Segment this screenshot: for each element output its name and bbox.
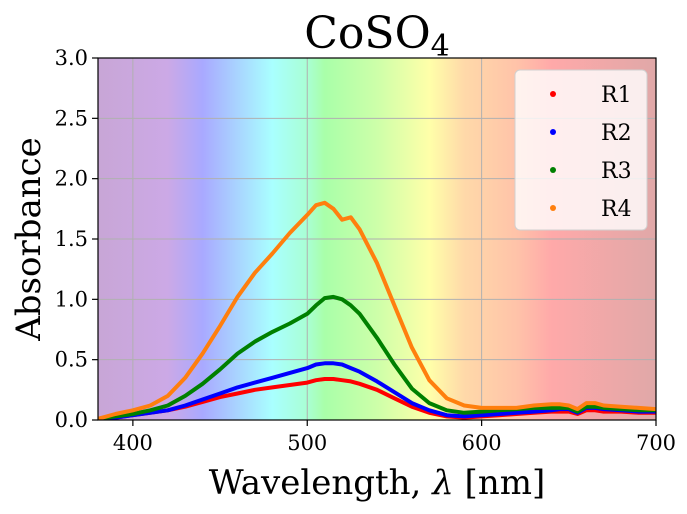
legend-marker-r3 (550, 167, 556, 173)
legend-label-r2: R2 (601, 121, 632, 146)
legend-marker-r4 (550, 205, 556, 211)
x-tick-label: 500 (287, 431, 327, 455)
y-axis-label: Absorbance (9, 137, 49, 342)
y-tick-label: 1.5 (55, 227, 88, 251)
y-tick-label: 2.5 (55, 106, 88, 130)
legend-marker-r1 (550, 91, 556, 97)
legend-label-r3: R3 (601, 159, 632, 184)
x-tick-label: 400 (113, 431, 153, 455)
legend-marker-r2 (550, 129, 556, 135)
legend-box (514, 69, 648, 231)
series-line-r3 (98, 294, 656, 420)
legend-label-r1: R1 (601, 83, 632, 108)
y-tick-label: 2.0 (55, 167, 88, 191)
chart-title: CoSO4 (304, 8, 449, 64)
x-axis-label: Wavelength, λ [nm] (209, 463, 545, 503)
y-tick-label: 0.5 (55, 348, 88, 372)
series-line-r4 (98, 200, 656, 420)
legend-label-r4: R4 (601, 197, 632, 222)
x-tick-label: 600 (462, 431, 502, 455)
y-tick-label: 0.0 (55, 408, 88, 432)
y-tick-label: 3.0 (55, 46, 88, 70)
y-tick-label: 1.0 (55, 287, 88, 311)
x-tick-label: 700 (636, 431, 676, 455)
